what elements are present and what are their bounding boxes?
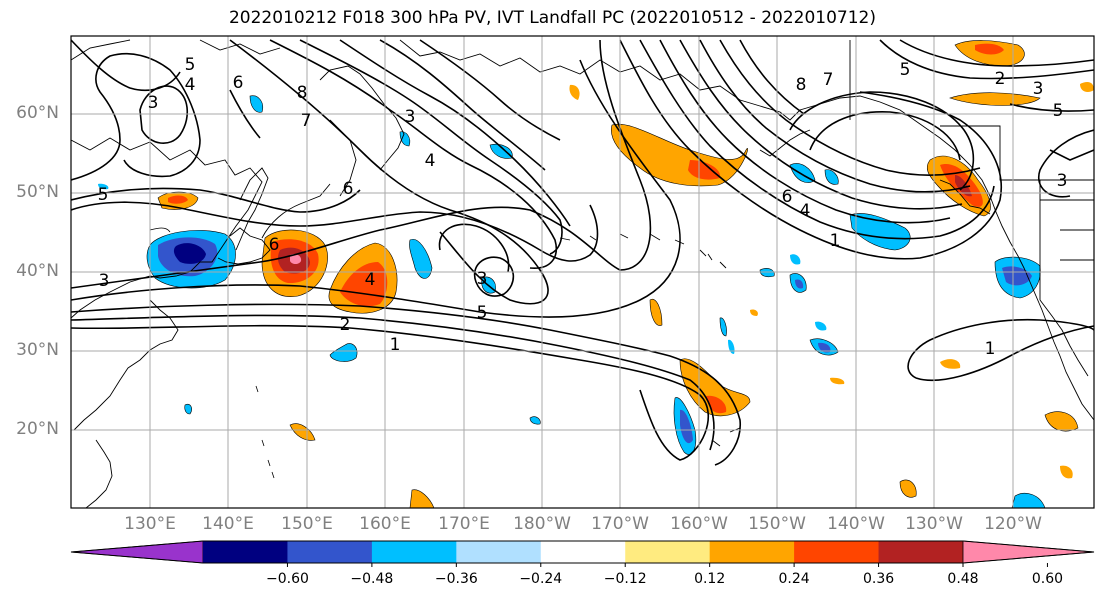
colorbar-segment: [709, 541, 795, 563]
contour-label: 4: [425, 151, 436, 171]
contour-label: 3: [99, 271, 110, 291]
pv-contours: [71, 39, 1094, 466]
latitude-label: 20°N: [16, 419, 59, 439]
longitude-label: 130°E: [124, 514, 176, 534]
coastlines: [71, 39, 1094, 508]
contour-label: 3: [477, 269, 488, 289]
contour-label: 4: [185, 75, 196, 95]
colorbar-segment: [203, 541, 288, 563]
colorbar-tick-label: 0.12: [694, 571, 726, 587]
contour-label: 4: [365, 270, 376, 290]
contour-label: 5: [477, 303, 488, 323]
colorbar-tick-label: 0.36: [862, 571, 895, 587]
contour-label: 5: [900, 60, 911, 80]
map-title: 2022010212 F018 300 hPa PV, IVT Landfall…: [228, 8, 876, 28]
colorbar-tick-label: 0.48: [947, 571, 979, 587]
longitude-label: 140°E: [202, 514, 254, 534]
colorbar-tick-label: 0.60: [1031, 571, 1064, 587]
contour-label: 6: [343, 179, 354, 199]
colorbar-segment: [287, 541, 373, 563]
colorbar-segment: [794, 541, 880, 563]
longitude-label: 150°W: [748, 514, 806, 534]
contour-label: 8: [297, 83, 308, 103]
colorbar-segment: [456, 541, 542, 563]
contour-label: 3: [405, 107, 416, 127]
contour-label: 2: [995, 69, 1006, 89]
longitude-label: 160°E: [359, 514, 411, 534]
colorbar-tick-label: −0.12: [603, 571, 647, 587]
colorbar-segment: [878, 541, 964, 563]
contour-label: 6: [782, 187, 793, 207]
colorbar-tick-label: −0.60: [265, 571, 309, 587]
contour-label: 7: [823, 70, 834, 90]
colorbar-outline: [70, 540, 1095, 564]
longitude-label: 140°W: [827, 514, 885, 534]
contour-label: 5: [185, 55, 196, 75]
contour-label: 8: [796, 75, 807, 95]
contour-label: 6: [269, 235, 280, 255]
colorbar-tick-label: 0.24: [778, 571, 810, 587]
latitude-label: 60°N: [16, 103, 59, 123]
contour-label: 1: [985, 339, 996, 359]
map-frame: [70, 35, 1095, 509]
latitude-label: 50°N: [16, 182, 59, 202]
colorbar: [70, 540, 1095, 567]
contour-label: 1: [830, 231, 841, 251]
longitude-label: 170°E: [438, 514, 490, 534]
latitude-label: 40°N: [16, 261, 59, 281]
longitude-label: 130°W: [905, 514, 963, 534]
contour-label: 6: [233, 73, 244, 93]
contour-label: 3: [1033, 79, 1044, 99]
colorbar-tick-label: −0.48: [350, 571, 394, 587]
colorbar-segment: [371, 541, 457, 563]
colorbar-tick-label: −0.24: [519, 571, 563, 587]
longitude-label: 160°W: [670, 514, 728, 534]
longitude-label: 180°W: [513, 514, 571, 534]
longitude-label: 170°W: [591, 514, 649, 534]
contour-label: 5: [1053, 101, 1064, 121]
colorbar-tick-label: −0.36: [434, 571, 478, 587]
colorbar-segment: [540, 541, 626, 563]
contour-label: 1: [390, 335, 401, 355]
longitude-label: 120°W: [984, 514, 1042, 534]
contour-label: 7: [301, 111, 312, 131]
gridlines: [71, 36, 1094, 508]
negative-anomaly-shading: [98, 95, 1046, 508]
contour-label: 3: [148, 93, 159, 113]
latitude-label: 30°N: [16, 340, 59, 360]
colorbar-extend-max: [962, 540, 1095, 564]
longitude-label: 150°E: [281, 514, 333, 534]
colorbar-segment: [625, 541, 711, 563]
contour-label: 5: [98, 185, 109, 205]
colorbar-extend-min: [70, 540, 204, 564]
contour-label: 4: [800, 201, 811, 221]
contour-label: 2: [340, 315, 351, 335]
contour-label: 3: [1057, 171, 1068, 191]
